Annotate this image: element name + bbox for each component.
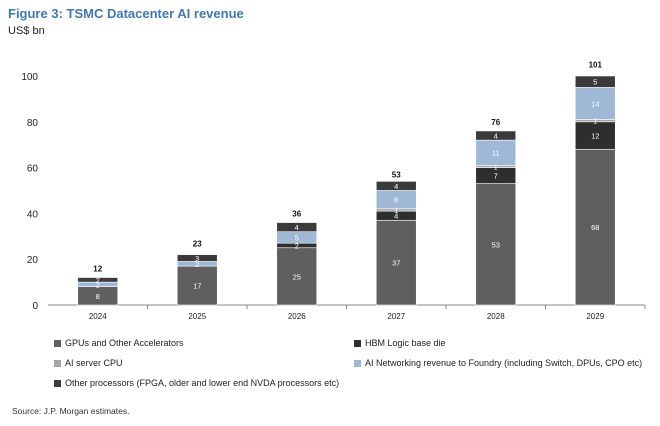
bar-segment xyxy=(475,183,517,306)
chart-axes: 0 20 40 60 80 100 2024 2025 2026 2027 2028 2029 xyxy=(21,72,646,321)
chart-labels: 8221217232325254363741845353711147668121… xyxy=(93,61,602,301)
legend-label: AI server CPU xyxy=(65,358,123,368)
bar-segment xyxy=(77,277,119,283)
legend-swatch xyxy=(54,359,61,367)
x-tick-label: 2025 xyxy=(188,312,206,321)
data-label: 7 xyxy=(494,172,498,181)
data-label: 17 xyxy=(193,282,201,291)
bar-segment xyxy=(574,148,616,306)
x-tick-label: 2027 xyxy=(387,312,405,321)
bar-segment xyxy=(475,130,517,141)
bar-segment xyxy=(375,181,417,191)
bar-segment xyxy=(574,121,616,150)
legend-swatch xyxy=(354,359,361,367)
total-label: 23 xyxy=(193,239,202,248)
total-label: 101 xyxy=(589,61,603,70)
data-label: 11 xyxy=(492,149,500,158)
legend-swatch xyxy=(54,339,61,347)
data-label: 5 xyxy=(593,78,597,87)
total-label: 53 xyxy=(392,171,401,180)
legend-label: AI Networking revenue to Foundry (includ… xyxy=(365,358,643,368)
x-tick-label: 2024 xyxy=(89,312,107,321)
data-label: 37 xyxy=(392,259,400,268)
data-label: 3 xyxy=(195,254,199,263)
data-label: 68 xyxy=(591,223,599,232)
bar-segment xyxy=(176,254,218,262)
y-tick-label: 40 xyxy=(27,209,39,220)
data-label: 4 xyxy=(494,132,498,141)
data-label: 2 xyxy=(96,276,100,285)
data-label: 4 xyxy=(394,182,398,191)
data-label: 5 xyxy=(295,233,299,242)
total-label: 76 xyxy=(491,118,500,127)
x-tick-label: 2026 xyxy=(288,312,306,321)
data-label: 2 xyxy=(295,241,299,250)
data-label: 8 xyxy=(96,292,100,301)
bar-segment xyxy=(276,247,318,306)
legend-item: AI server CPU xyxy=(54,358,123,368)
data-label: 25 xyxy=(293,272,301,281)
data-label: 8 xyxy=(394,196,398,205)
chart-bars xyxy=(77,75,616,306)
y-tick-label: 20 xyxy=(27,255,39,266)
y-tick-label: 60 xyxy=(27,164,39,175)
data-label: 2 xyxy=(96,280,100,289)
legend-swatch xyxy=(54,379,61,387)
y-tick-label: 100 xyxy=(21,72,38,83)
y-tick-label: 80 xyxy=(27,118,39,129)
data-label: 53 xyxy=(492,240,500,249)
data-label: 4 xyxy=(394,212,398,221)
legend-swatch xyxy=(354,339,361,347)
y-axis-unit-label: US$ bn xyxy=(8,25,45,37)
source-note: Source: J.P. Morgan estimates. xyxy=(12,406,130,416)
data-label: 14 xyxy=(591,99,599,108)
bar-segment xyxy=(574,75,616,88)
data-label: 2 xyxy=(195,260,199,269)
bar-segment xyxy=(276,222,318,233)
legend-item: AI Networking revenue to Foundry (includ… xyxy=(354,358,642,368)
data-label: 1 xyxy=(494,162,498,171)
data-label: 1 xyxy=(593,117,597,126)
legend-label: Other processors (FPGA, older and lower … xyxy=(65,378,340,388)
data-label: 12 xyxy=(591,132,599,141)
total-label: 36 xyxy=(292,210,301,219)
chart-title: Figure 3: TSMC Datacenter AI revenue xyxy=(8,6,244,21)
data-label: 1 xyxy=(394,206,398,215)
legend-item: GPUs and Other Accelerators xyxy=(54,338,184,348)
legend-item: Other processors (FPGA, older and lower … xyxy=(54,378,339,388)
legend-label: GPUs and Other Accelerators xyxy=(65,338,184,348)
data-label: 4 xyxy=(295,223,299,232)
x-tick-label: 2029 xyxy=(586,312,604,321)
y-tick-label: 0 xyxy=(32,301,38,312)
legend-label: HBM Logic base die xyxy=(365,338,446,348)
bar-segment xyxy=(475,139,517,166)
bar-segment xyxy=(574,87,616,120)
x-tick-label: 2028 xyxy=(487,312,505,321)
legend-item: HBM Logic base die xyxy=(354,338,446,348)
bar-segment xyxy=(375,219,417,306)
total-label: 12 xyxy=(93,265,102,274)
